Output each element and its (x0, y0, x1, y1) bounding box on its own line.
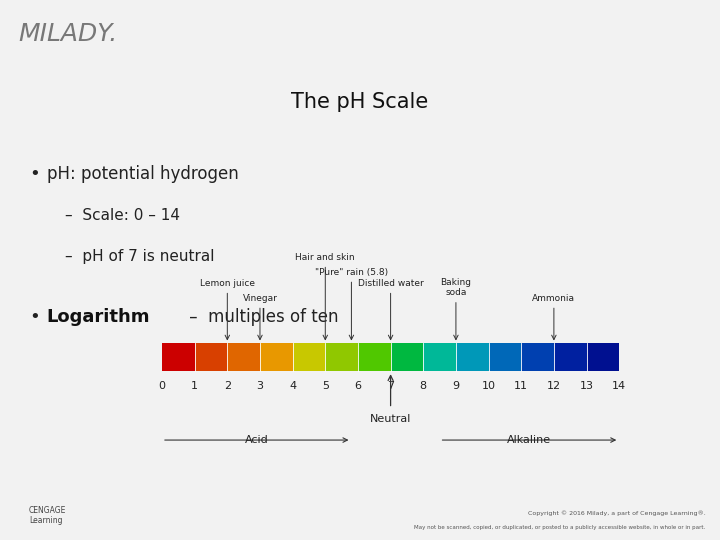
Bar (358, 343, 391, 372)
Bar (587, 343, 619, 372)
Text: 4: 4 (289, 381, 296, 390)
Text: MILADY.: MILADY. (18, 22, 117, 46)
Bar (194, 343, 228, 372)
Text: –  pH of 7 is neutral: – pH of 7 is neutral (65, 249, 215, 264)
Text: Alkaline: Alkaline (508, 435, 552, 445)
Text: 5: 5 (322, 381, 329, 390)
Text: •: • (29, 308, 40, 326)
Text: "Pure" rain (5.8): "Pure" rain (5.8) (315, 268, 388, 340)
Text: Lemon juice: Lemon juice (200, 279, 255, 340)
Text: Logarithm: Logarithm (47, 308, 150, 326)
Text: Ammonia: Ammonia (532, 294, 575, 340)
Text: Copyright © 2016 Milady, a part of Cengage Learning®.: Copyright © 2016 Milady, a part of Cenga… (528, 511, 706, 516)
Text: 10: 10 (482, 381, 495, 390)
Bar (423, 343, 456, 372)
Text: 11: 11 (514, 381, 528, 390)
Bar (292, 343, 325, 372)
Text: •: • (29, 165, 40, 183)
Text: 8: 8 (420, 381, 427, 390)
Text: Hair and skin: Hair and skin (295, 253, 355, 340)
Bar (325, 343, 358, 372)
Bar (456, 343, 489, 372)
Text: Neutral: Neutral (370, 414, 411, 424)
Text: 7: 7 (387, 381, 394, 390)
Bar (390, 343, 423, 372)
Text: –  multiples of ten: – multiples of ten (184, 308, 338, 326)
Text: 12: 12 (546, 381, 561, 390)
Bar (554, 343, 587, 372)
Text: pH: potential hydrogen: pH: potential hydrogen (47, 165, 238, 183)
Bar (521, 343, 554, 372)
Text: The pH Scale: The pH Scale (292, 92, 428, 112)
Text: 13: 13 (580, 381, 593, 390)
Text: Acid: Acid (245, 435, 269, 445)
Text: 0: 0 (158, 381, 166, 390)
Text: 3: 3 (256, 381, 264, 390)
Text: Distilled water: Distilled water (358, 279, 423, 340)
Text: Baking
soda: Baking soda (441, 278, 472, 340)
Text: CENGAGE
Learning: CENGAGE Learning (29, 506, 66, 525)
Text: –  Scale: 0 – 14: – Scale: 0 – 14 (65, 208, 180, 223)
Bar (162, 343, 194, 372)
Text: 1: 1 (191, 381, 198, 390)
Text: 6: 6 (354, 381, 361, 390)
Text: Vinegar: Vinegar (243, 294, 277, 340)
Text: 2: 2 (224, 381, 231, 390)
Text: May not be scanned, copied, or duplicated, or posted to a publicly accessible we: May not be scanned, copied, or duplicate… (414, 525, 706, 530)
Text: 14: 14 (612, 381, 626, 390)
Bar (489, 343, 521, 372)
Bar (260, 343, 292, 372)
Bar (228, 343, 260, 372)
Text: 9: 9 (452, 381, 459, 390)
